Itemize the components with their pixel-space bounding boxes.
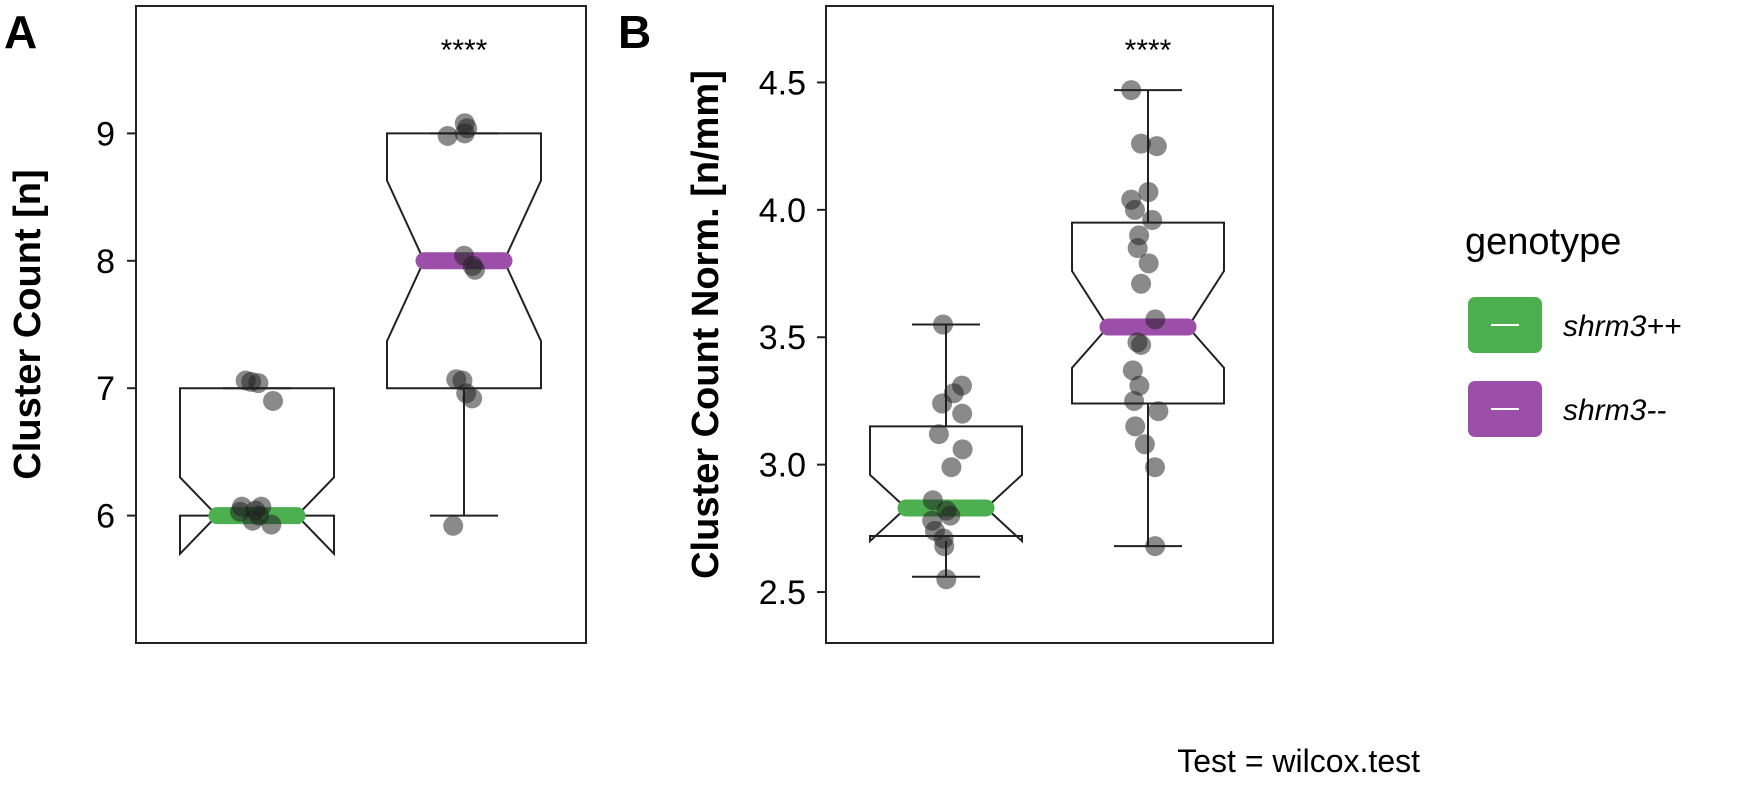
y-tick-label: 7	[96, 370, 115, 408]
legend-label-0: shrm3++	[1563, 310, 1681, 343]
box-shrm3++	[869, 314, 1023, 590]
box-shrm3--	[1071, 80, 1225, 557]
y-axis-title: Cluster Count [n]	[7, 169, 49, 479]
data-point	[1138, 182, 1159, 203]
data-point	[1144, 457, 1165, 478]
panel-label: A	[4, 6, 37, 58]
data-point	[446, 369, 467, 390]
legend: genotype shrm3++ shrm3--	[1465, 221, 1681, 437]
y-tick-label: 6	[96, 498, 115, 536]
data-point	[1127, 332, 1148, 353]
data-point	[1125, 416, 1146, 437]
box-shrm3--	[386, 113, 542, 536]
data-point	[454, 245, 475, 266]
data-point	[1134, 434, 1155, 455]
data-point	[951, 375, 972, 396]
legend-title: genotype	[1465, 221, 1621, 263]
data-point	[1124, 390, 1145, 411]
y-axis-title: Cluster Count Norm. [n/mm]	[685, 70, 727, 579]
y-tick-label: 4.5	[759, 64, 806, 102]
significance-label: ****	[1125, 34, 1172, 67]
data-point	[952, 439, 973, 460]
y-tick-label: 3.5	[759, 319, 806, 357]
data-point	[1138, 253, 1159, 274]
data-point	[936, 569, 957, 590]
data-point	[1129, 225, 1150, 246]
legend-item-1: shrm3--	[1468, 381, 1666, 437]
significance-label: ****	[441, 34, 488, 67]
data-point	[457, 118, 478, 139]
data-point	[263, 390, 284, 411]
plot-frame	[135, 5, 587, 644]
y-tick-label: 4.0	[759, 192, 806, 230]
data-point	[952, 403, 973, 424]
data-point	[922, 510, 943, 531]
legend-label-1: shrm3--	[1563, 394, 1666, 427]
data-point	[1146, 136, 1167, 157]
data-point	[941, 457, 962, 478]
y-tick-label: 3.0	[759, 447, 806, 485]
panel-b: B 2.5 3.0 3.5 4.0 4.5 Cluster Count Norm. [n/m…	[618, 5, 1274, 644]
test-caption: Test = wilcox.test	[1177, 743, 1420, 779]
data-point	[1145, 536, 1166, 557]
data-point	[443, 515, 464, 536]
data-point	[248, 373, 269, 394]
y-tick-label: 8	[96, 243, 115, 281]
data-point	[1131, 273, 1152, 294]
data-point	[1121, 189, 1142, 210]
data-point	[922, 490, 943, 511]
data-point	[1145, 309, 1166, 330]
panel-label: B	[618, 6, 651, 58]
data-point	[940, 505, 961, 526]
y-tick-label: 9	[96, 115, 115, 153]
panel-a: A 6 7 8 9 Cluster Count [n] ****	[4, 5, 587, 644]
data-point	[251, 496, 272, 517]
data-point	[1129, 375, 1150, 396]
data-point	[1121, 80, 1142, 101]
data-point	[1148, 401, 1169, 422]
box-shrm3++	[179, 370, 335, 557]
data-point	[437, 125, 458, 146]
box-outline	[869, 425, 1023, 544]
box-outline	[1071, 221, 1225, 405]
box-outline	[386, 132, 542, 390]
box-outline	[179, 387, 335, 557]
data-point	[1122, 360, 1143, 381]
data-point	[1131, 133, 1152, 154]
plot-frame	[825, 5, 1274, 644]
data-point	[933, 314, 954, 335]
y-tick-label: 2.5	[759, 574, 806, 612]
legend-item-0: shrm3++	[1468, 297, 1681, 353]
data-point	[1142, 210, 1163, 231]
data-point	[928, 424, 949, 445]
